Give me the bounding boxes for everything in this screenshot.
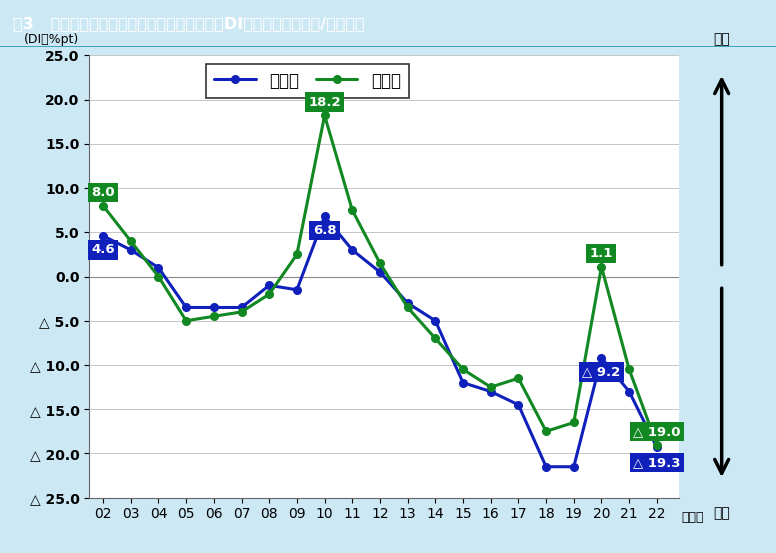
全産業 [182, 304, 191, 311]
製造業 [431, 335, 440, 342]
Text: 不足: 不足 [713, 507, 730, 520]
製造業 [237, 309, 246, 315]
製造業 [569, 419, 578, 426]
製造業 [210, 313, 219, 320]
全産業 [597, 354, 606, 361]
製造業 [514, 375, 523, 382]
Text: 8.0: 8.0 [92, 186, 115, 199]
Text: △ 19.3: △ 19.3 [633, 456, 681, 469]
全産業 [126, 247, 136, 253]
全産業 [265, 282, 274, 289]
全産業 [514, 401, 523, 408]
製造業 [652, 441, 661, 448]
全産業 [210, 304, 219, 311]
製造業 [126, 238, 136, 244]
全産業 [569, 463, 578, 470]
製造業 [265, 291, 274, 298]
全産業 [293, 286, 302, 293]
製造業 [320, 112, 329, 119]
Text: 図3   中小企業における産業別従業員数過不足DIの推移　（全産業/製造業）: 図3 中小企業における産業別従業員数過不足DIの推移 （全産業/製造業） [13, 16, 365, 31]
製造業 [459, 366, 468, 373]
全産業 [459, 379, 468, 386]
Text: 4.6: 4.6 [92, 243, 115, 257]
製造業 [182, 317, 191, 324]
Line: 製造業: 製造業 [99, 112, 660, 448]
Text: 6.8: 6.8 [313, 224, 337, 237]
全産業 [486, 388, 495, 395]
Text: （年）: （年） [682, 511, 705, 524]
製造業 [376, 260, 385, 267]
全産業 [403, 300, 412, 306]
Text: △ 9.2: △ 9.2 [582, 366, 621, 379]
製造業 [542, 428, 551, 435]
製造業 [486, 384, 495, 390]
全産業 [99, 232, 108, 239]
Text: 過剰: 過剰 [713, 33, 730, 46]
全産業 [320, 213, 329, 220]
Text: △ 19.0: △ 19.0 [633, 425, 681, 438]
製造業 [403, 304, 412, 311]
製造業 [293, 251, 302, 258]
製造業 [348, 207, 357, 213]
全産業 [542, 463, 551, 470]
Line: 全産業: 全産業 [99, 212, 660, 471]
製造業 [154, 273, 163, 280]
全産業 [376, 269, 385, 275]
全産業 [237, 304, 246, 311]
製造業 [597, 263, 606, 270]
Text: (DI、%pt): (DI、%pt) [24, 33, 80, 46]
製造業 [99, 202, 108, 209]
Text: 1.1: 1.1 [590, 247, 613, 260]
全産業 [348, 247, 357, 253]
Text: 18.2: 18.2 [308, 96, 341, 109]
製造業 [625, 366, 634, 373]
全産業 [625, 388, 634, 395]
全産業 [154, 264, 163, 271]
全産業 [652, 444, 661, 451]
Legend: 全産業, 製造業: 全産業, 製造業 [206, 64, 409, 98]
全産業 [431, 317, 440, 324]
